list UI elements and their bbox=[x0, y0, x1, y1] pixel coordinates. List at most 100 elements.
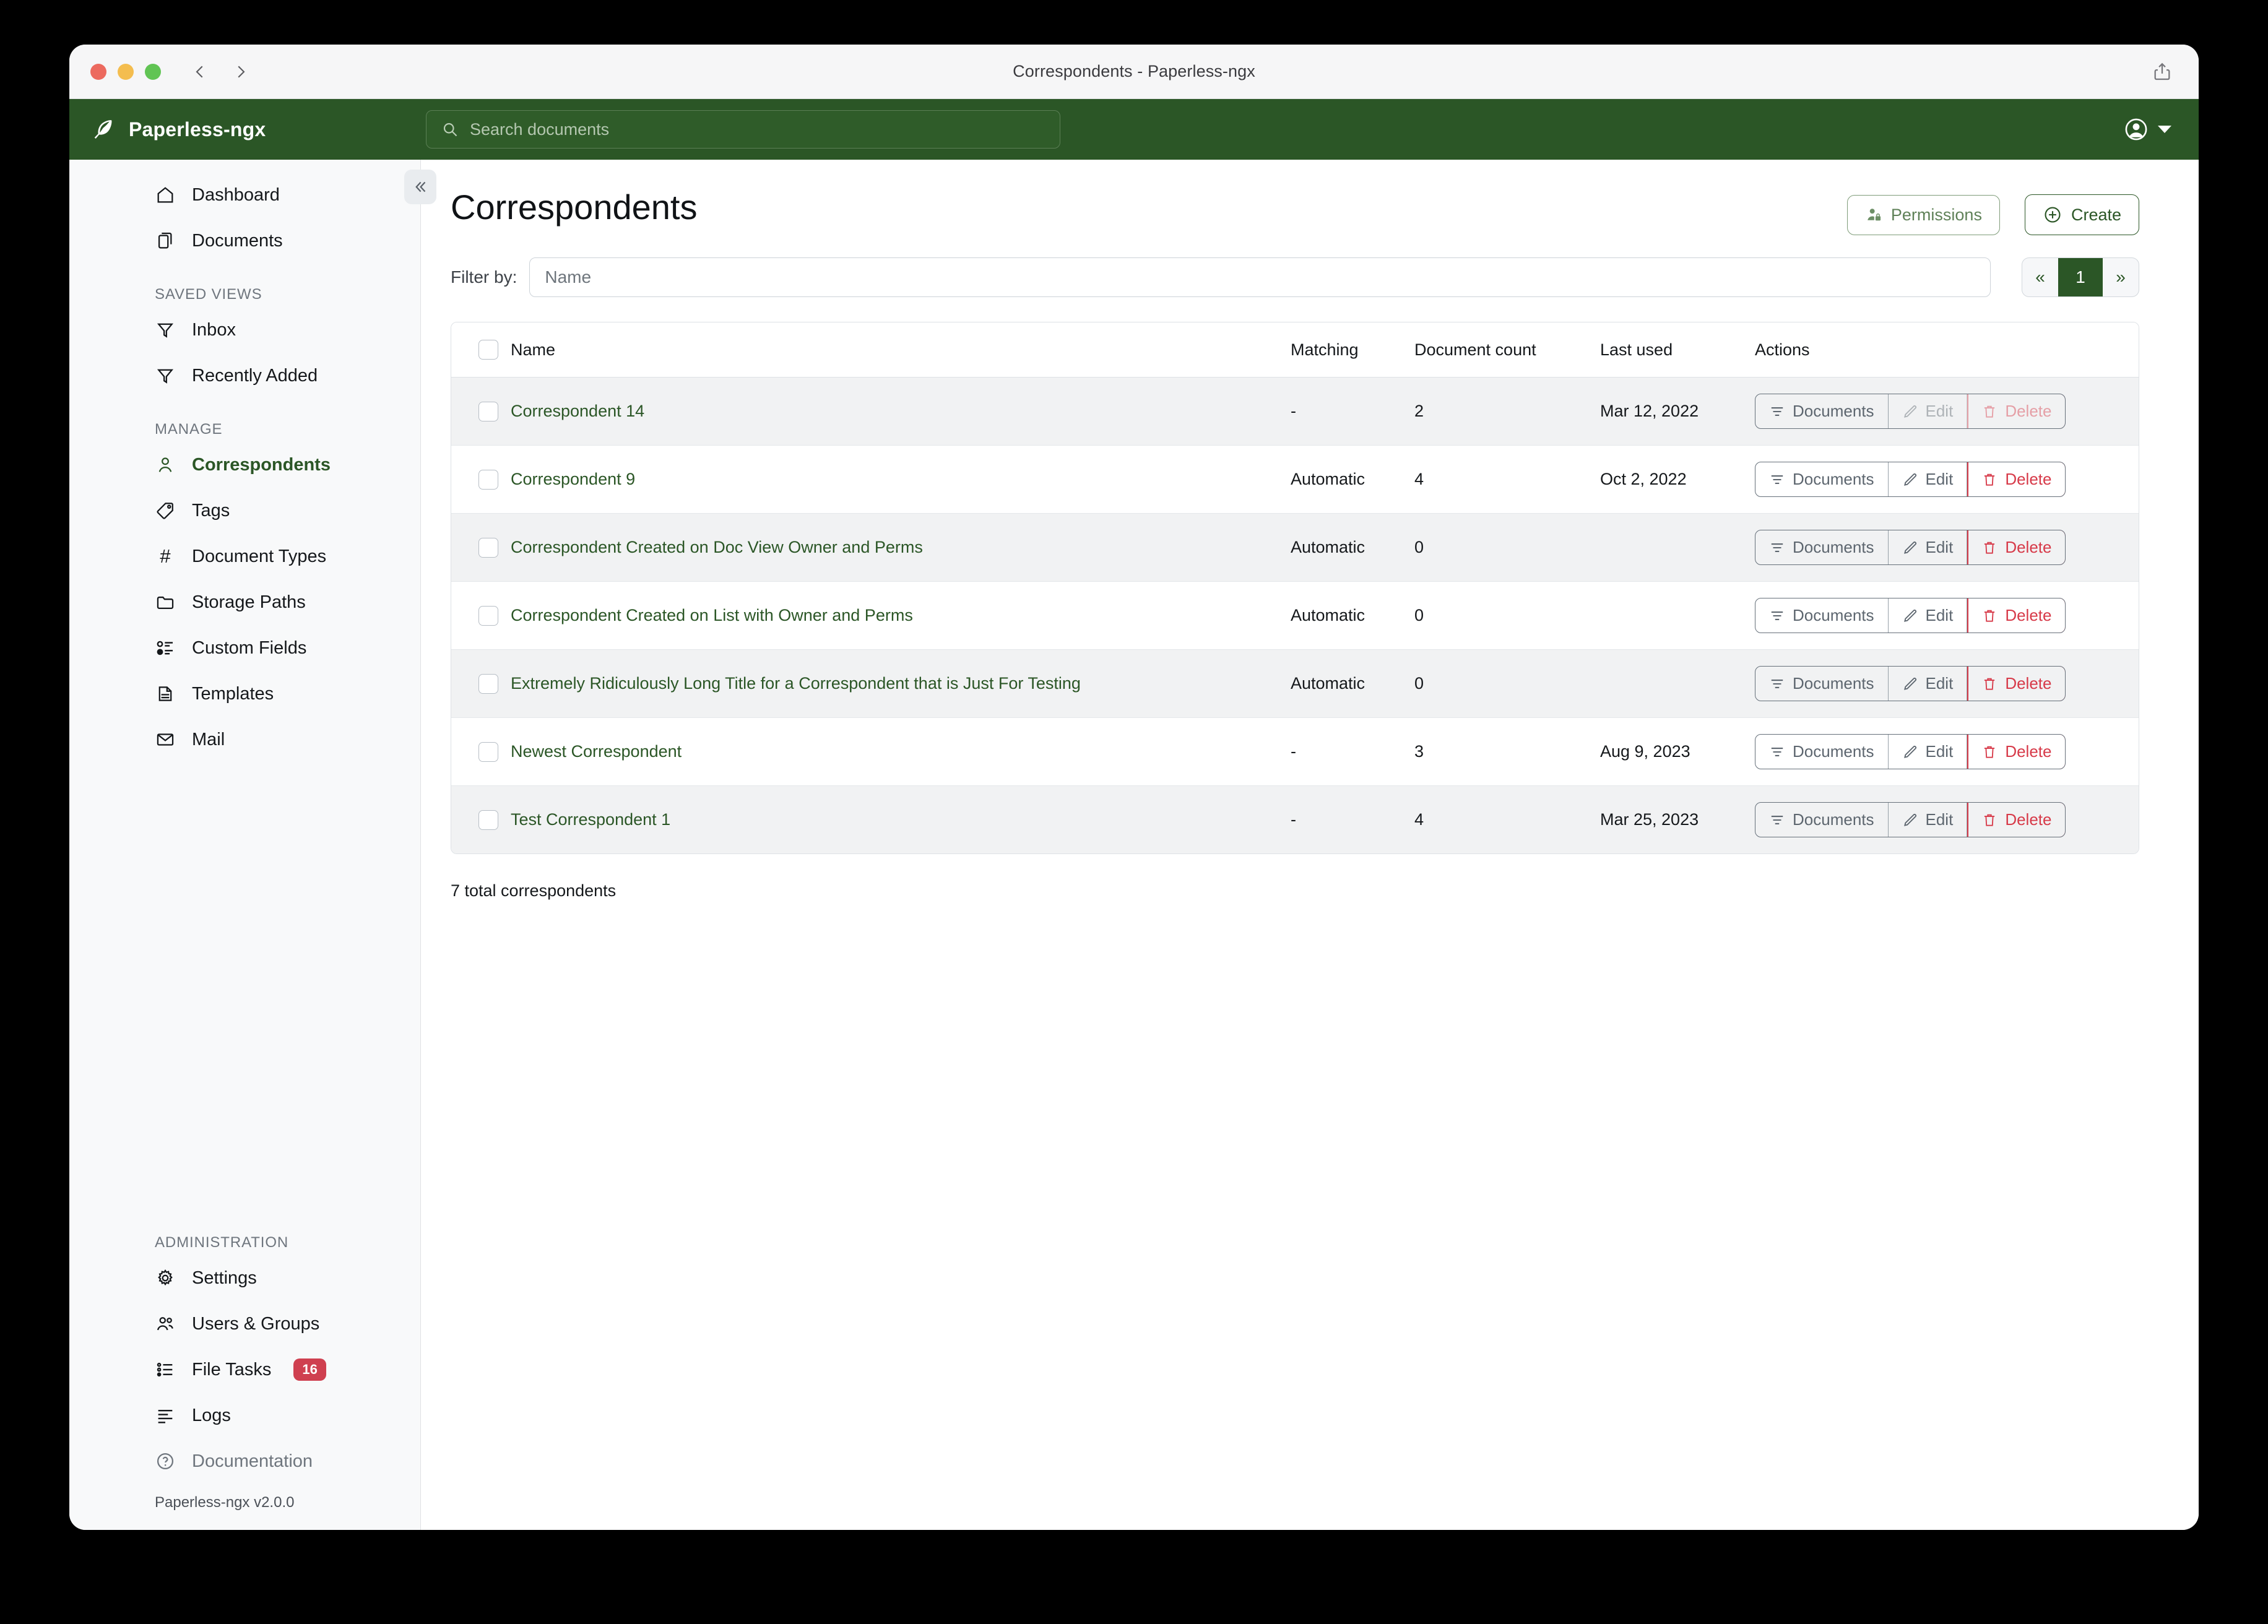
pagination-next-button[interactable]: » bbox=[2116, 267, 2126, 287]
sidebar-item-settings[interactable]: Settings bbox=[69, 1255, 420, 1301]
select-all-checkbox[interactable] bbox=[478, 340, 498, 360]
edit-button[interactable]: Edit bbox=[1889, 394, 1968, 428]
row-document-count-cell: 4 bbox=[1414, 445, 1600, 514]
delete-button[interactable]: Delete bbox=[1967, 394, 2065, 428]
sidebar-item-correspondents[interactable]: Correspondents bbox=[69, 442, 420, 488]
documents-button[interactable]: Documents bbox=[1755, 462, 1889, 496]
column-header-document-count[interactable]: Document count bbox=[1414, 322, 1600, 378]
documents-button[interactable]: Documents bbox=[1755, 803, 1889, 837]
delete-button[interactable]: Delete bbox=[1967, 598, 2065, 633]
row-document-count-cell: 0 bbox=[1414, 581, 1600, 650]
row-last-used-cell bbox=[1600, 649, 1755, 718]
sidebar-item-document-types[interactable]: # Document Types bbox=[69, 533, 420, 579]
row-checkbox[interactable] bbox=[478, 673, 498, 694]
pagination-prev-button[interactable]: « bbox=[2035, 267, 2045, 287]
files-icon bbox=[155, 230, 176, 251]
edit-button[interactable]: Edit bbox=[1889, 735, 1968, 769]
sidebar-item-label: Users & Groups bbox=[192, 1313, 320, 1334]
edit-button[interactable]: Edit bbox=[1889, 667, 1968, 701]
brand[interactable]: Paperless-ngx bbox=[90, 117, 418, 142]
documents-button[interactable]: Documents bbox=[1755, 735, 1889, 769]
permissions-button[interactable]: Permissions bbox=[1846, 194, 2000, 235]
pencil-icon bbox=[1902, 404, 1918, 420]
sidebar-item-tags[interactable]: Tags bbox=[69, 488, 420, 533]
row-checkbox[interactable] bbox=[478, 401, 498, 421]
row-checkbox[interactable] bbox=[478, 810, 498, 830]
row-name-cell: Test Correspondent 1 bbox=[511, 785, 1291, 853]
sidebar-item-recently-added[interactable]: Recently Added bbox=[69, 353, 420, 399]
delete-button-label: Delete bbox=[2005, 538, 2052, 556]
user-menu[interactable] bbox=[2123, 116, 2171, 142]
close-window-button[interactable] bbox=[90, 63, 106, 80]
filter-name-input[interactable] bbox=[529, 257, 1991, 297]
sidebar-item-documentation[interactable]: Documentation bbox=[69, 1438, 420, 1484]
sidebar-item-label: Correspondents bbox=[192, 454, 331, 475]
row-action-group: Documents Edit bbox=[1755, 666, 2066, 701]
sidebar-item-dashboard[interactable]: Dashboard bbox=[69, 172, 420, 218]
sidebar-item-mail[interactable]: Mail bbox=[69, 717, 420, 762]
sidebar-item-documents[interactable]: Documents bbox=[69, 218, 420, 264]
delete-button[interactable]: Delete bbox=[1967, 667, 2065, 701]
create-button[interactable]: Create bbox=[2024, 194, 2139, 235]
edit-button[interactable]: Edit bbox=[1889, 803, 1968, 837]
back-chevron-icon[interactable] bbox=[191, 63, 209, 81]
share-icon[interactable] bbox=[2152, 61, 2173, 82]
maximize-window-button[interactable] bbox=[145, 63, 161, 80]
column-header-last-used[interactable]: Last used bbox=[1600, 322, 1755, 378]
sidebar-item-file-tasks[interactable]: File Tasks 16 bbox=[69, 1347, 420, 1393]
correspondent-link[interactable]: Test Correspondent 1 bbox=[511, 810, 671, 829]
sidebar-item-templates[interactable]: Templates bbox=[69, 671, 420, 717]
edit-button-label: Edit bbox=[1925, 470, 1954, 488]
documents-button[interactable]: Documents bbox=[1755, 598, 1889, 633]
delete-button-wrapper: Delete bbox=[1967, 803, 2066, 837]
delete-button[interactable]: Delete bbox=[1967, 803, 2065, 837]
correspondent-link[interactable]: Extremely Ridiculously Long Title for a … bbox=[511, 674, 1081, 693]
correspondent-link[interactable]: Correspondent Created on List with Owner… bbox=[511, 606, 913, 624]
forward-chevron-icon[interactable] bbox=[232, 63, 250, 81]
pencil-icon bbox=[1902, 608, 1918, 624]
row-name-cell: Extremely Ridiculously Long Title for a … bbox=[511, 649, 1291, 718]
edit-button[interactable]: Edit bbox=[1889, 462, 1968, 496]
edit-button-label: Edit bbox=[1925, 606, 1954, 624]
edit-button[interactable]: Edit bbox=[1889, 530, 1968, 564]
sidebar-item-users-groups[interactable]: Users & Groups bbox=[69, 1301, 420, 1347]
sidebar-collapse-button[interactable] bbox=[404, 170, 436, 204]
pagination-page-1[interactable]: 1 bbox=[2058, 258, 2103, 296]
trash-icon bbox=[1981, 608, 1997, 624]
column-header-name[interactable]: Name bbox=[511, 322, 1291, 378]
search-bar[interactable] bbox=[426, 110, 1060, 149]
documents-button[interactable]: Documents bbox=[1755, 667, 1889, 701]
edit-button-label: Edit bbox=[1925, 402, 1954, 420]
sidebar-item-storage-paths[interactable]: Storage Paths bbox=[69, 579, 420, 625]
sidebar-item-label: Dashboard bbox=[192, 184, 280, 205]
sidebar-item-label: Documentation bbox=[192, 1451, 313, 1471]
row-checkbox[interactable] bbox=[478, 741, 498, 762]
row-document-count-cell: 0 bbox=[1414, 649, 1600, 718]
sidebar-item-inbox[interactable]: Inbox bbox=[69, 307, 420, 353]
trash-icon bbox=[1981, 404, 1997, 420]
app-topbar: Paperless-ngx bbox=[69, 99, 2199, 160]
correspondent-link[interactable]: Correspondent 9 bbox=[511, 470, 636, 488]
delete-button[interactable]: Delete bbox=[1967, 462, 2065, 496]
row-checkbox[interactable] bbox=[478, 469, 498, 490]
delete-button[interactable]: Delete bbox=[1967, 530, 2065, 564]
minimize-window-button[interactable] bbox=[118, 63, 134, 80]
documents-button[interactable]: Documents bbox=[1755, 530, 1889, 564]
row-checkbox[interactable] bbox=[478, 605, 498, 626]
sidebar-item-logs[interactable]: Logs bbox=[69, 1393, 420, 1438]
sidebar-item-custom-fields[interactable]: Custom Fields bbox=[69, 625, 420, 671]
search-input[interactable] bbox=[470, 119, 1045, 139]
column-header-actions: Actions bbox=[1755, 322, 2139, 378]
correspondent-link[interactable]: Correspondent 14 bbox=[511, 402, 645, 420]
row-checkbox[interactable] bbox=[478, 537, 498, 558]
column-header-matching[interactable]: Matching bbox=[1291, 322, 1414, 378]
edit-button[interactable]: Edit bbox=[1889, 598, 1968, 633]
documents-button-label: Documents bbox=[1793, 674, 1874, 693]
correspondent-link[interactable]: Newest Correspondent bbox=[511, 742, 682, 761]
row-name-cell: Correspondent Created on List with Owner… bbox=[511, 581, 1291, 650]
people-icon bbox=[155, 1313, 176, 1334]
documents-button[interactable]: Documents bbox=[1755, 394, 1889, 428]
delete-button[interactable]: Delete bbox=[1967, 735, 2065, 769]
table-row: Correspondent 14 - 2 Mar 12, 2022 Docume… bbox=[451, 377, 2139, 446]
correspondent-link[interactable]: Correspondent Created on Doc View Owner … bbox=[511, 538, 923, 556]
